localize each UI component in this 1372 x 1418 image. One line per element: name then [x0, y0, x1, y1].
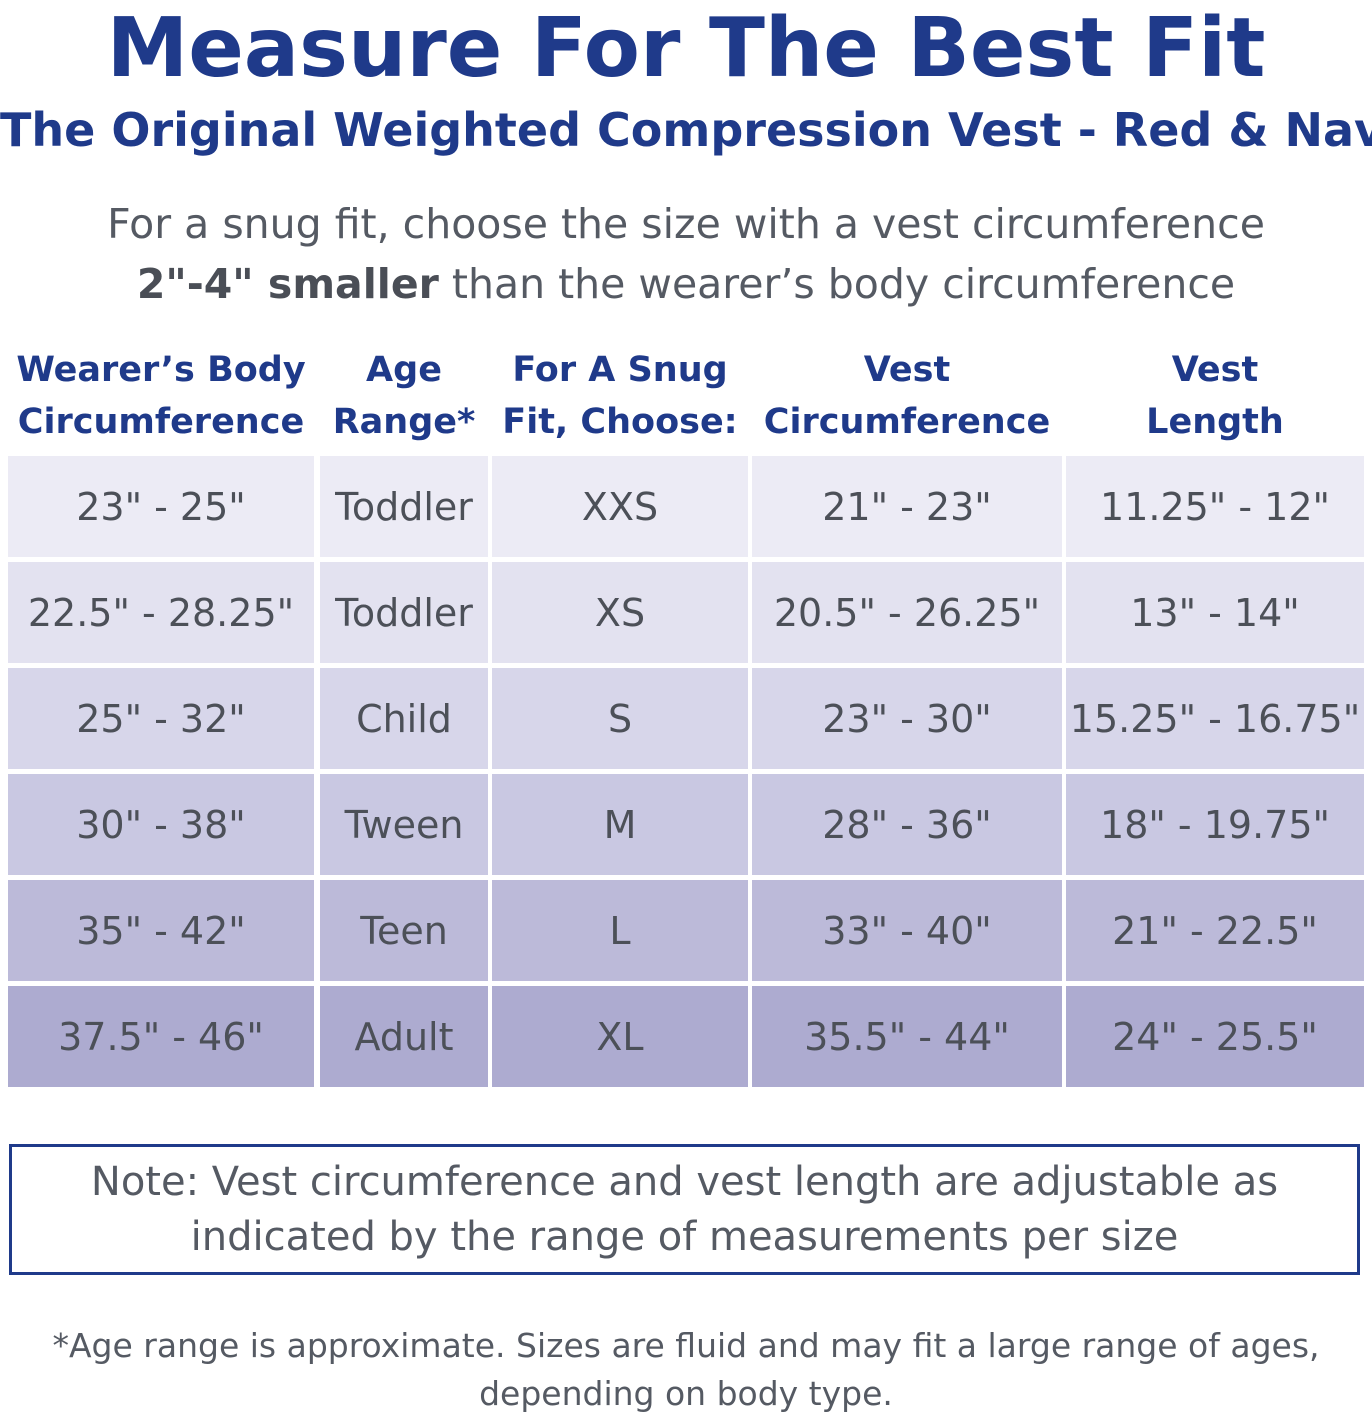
cell-vest-circumference: 28" - 36" — [752, 774, 1062, 875]
note-text: Note: Vest circumference and vest length… — [90, 1158, 1279, 1260]
table-row: 37.5" - 46" Adult XL 35.5" - 44" 24" - 25.5" — [8, 986, 1364, 1087]
cell-body-circumference: 35" - 42" — [8, 880, 314, 981]
table-row: 25" - 32" Child S 23" - 30" 15.25" - 16.75" — [8, 668, 1364, 769]
header-age-range: Age Range* — [332, 350, 476, 442]
cell-body-circumference: 23" - 25" — [8, 456, 314, 557]
cell-vest-length: 21" - 22.5" — [1066, 880, 1364, 981]
cell-body-circumference: 30" - 38" — [8, 774, 314, 875]
cell-vest-length: 11.25" - 12" — [1066, 456, 1364, 557]
cell-size: XXS — [492, 456, 748, 557]
header-vest-circumference: Vest Circumference — [763, 350, 1051, 442]
intro-line-1: For a snug fit, choose the size with a v… — [107, 200, 1265, 248]
header-size-choice: For A Snug Fit, Choose: — [502, 350, 738, 442]
intro-line-2: 2"-4" smaller than the wearer’s body cir… — [0, 254, 1372, 314]
header-vest-length: Vest Length — [1146, 350, 1284, 442]
note-box: Note: Vest circumference and vest length… — [9, 1144, 1360, 1275]
cell-vest-length: 18" - 19.75" — [1066, 774, 1364, 875]
table-row: 23" - 25" Toddler XXS 21" - 23" 11.25" - 12" — [8, 456, 1364, 557]
cell-body-circumference: 22.5" - 28.25" — [8, 562, 314, 663]
cell-vest-circumference: 20.5" - 26.25" — [752, 562, 1062, 663]
cell-age-range: Child — [320, 668, 488, 769]
cell-vest-circumference: 21" - 23" — [752, 456, 1062, 557]
footnote: *Age range is approximate. Sizes are flu… — [0, 1322, 1372, 1418]
cell-body-circumference: 37.5" - 46" — [8, 986, 314, 1087]
intro-bold: 2"-4" smaller — [136, 260, 439, 308]
page-subtitle: The Original Weighted Compression Vest -… — [0, 103, 1372, 157]
table-row: 30" - 38" Tween M 28" - 36" 18" - 19.75" — [8, 774, 1364, 875]
cell-age-range: Toddler — [320, 562, 488, 663]
intro-text: For a snug fit, choose the size with a v… — [0, 194, 1372, 314]
cell-age-range: Toddler — [320, 456, 488, 557]
cell-age-range: Teen — [320, 880, 488, 981]
cell-age-range: Adult — [320, 986, 488, 1087]
cell-size: M — [492, 774, 748, 875]
cell-vest-circumference: 33" - 40" — [752, 880, 1062, 981]
cell-vest-length: 15.25" - 16.75" — [1066, 668, 1364, 769]
table-row: 22.5" - 28.25" Toddler XS 20.5" - 26.25" 13"… — [8, 562, 1364, 663]
cell-size: XL — [492, 986, 748, 1087]
cell-vest-length: 13" - 14" — [1066, 562, 1364, 663]
header-body-circumference: Wearer’s Body Circumference — [16, 350, 306, 442]
cell-size: L — [492, 880, 748, 981]
cell-body-circumference: 25" - 32" — [8, 668, 314, 769]
cell-vest-length: 24" - 25.5" — [1066, 986, 1364, 1087]
cell-vest-circumference: 23" - 30" — [752, 668, 1062, 769]
table-header-row: Wearer’s Body Circumference Age Range* F… — [0, 340, 1372, 452]
cell-age-range: Tween — [320, 774, 488, 875]
intro-line-2-rest: than the wearer’s body circumference — [438, 260, 1236, 308]
cell-size: S — [492, 668, 748, 769]
cell-size: XS — [492, 562, 748, 663]
cell-vest-circumference: 35.5" - 44" — [752, 986, 1062, 1087]
footnote-text: *Age range is approximate. Sizes are flu… — [52, 1326, 1320, 1413]
size-table: 23" - 25" Toddler XXS 21" - 23" 11.25" - 12"… — [8, 456, 1364, 1092]
page-title: Measure For The Best Fit — [106, 1, 1266, 96]
table-row: 35" - 42" Teen L 33" - 40" 21" - 22.5" — [8, 880, 1364, 981]
